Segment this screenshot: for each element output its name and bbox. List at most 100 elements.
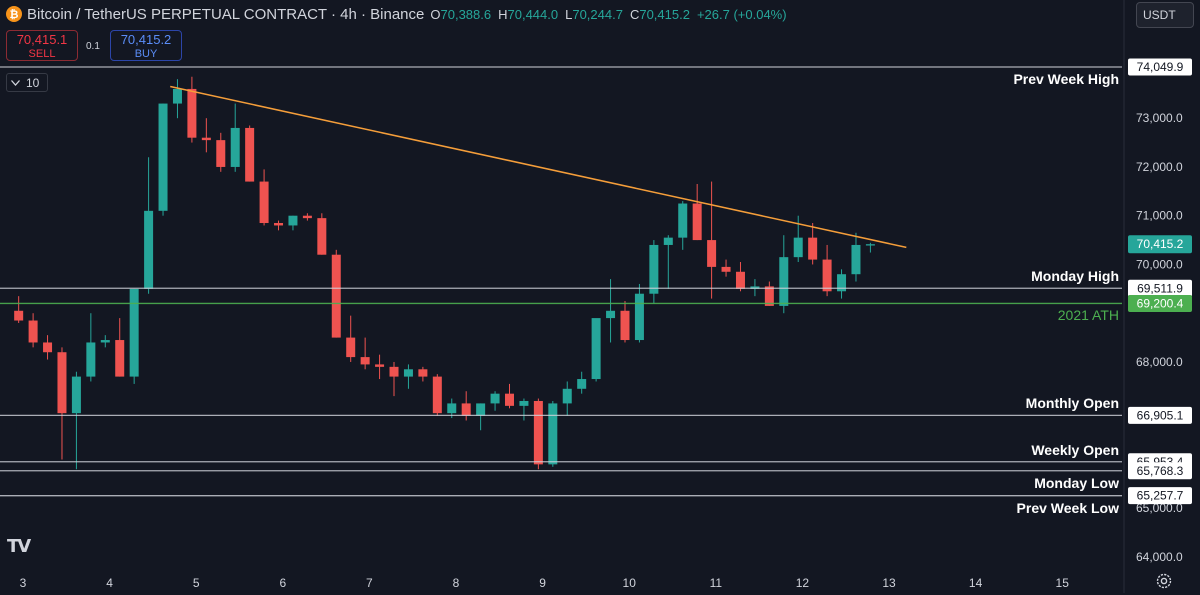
- candle-body: [230, 127, 240, 167]
- candle-body: [461, 403, 471, 416]
- level-price-tag: [1128, 406, 1192, 424]
- currency-value: USDT: [1143, 8, 1176, 22]
- y-tick-label: 71,000.0: [1136, 209, 1183, 223]
- level-label: Prev Week High: [1013, 71, 1119, 87]
- candle-body: [360, 357, 370, 365]
- x-tick-label: 14: [969, 576, 983, 590]
- x-tick-label: 3: [20, 576, 27, 590]
- candle-body: [649, 244, 659, 294]
- candle-body: [43, 342, 53, 353]
- x-tick-label: 6: [279, 576, 286, 590]
- x-tick-label: 13: [882, 576, 896, 590]
- candle-body: [346, 337, 356, 358]
- x-tick-label: 15: [1056, 576, 1070, 590]
- level-price-tag: [1128, 58, 1192, 76]
- candle-body: [57, 352, 67, 414]
- candle-body: [28, 320, 38, 343]
- candle-body: [678, 203, 688, 238]
- candle-body: [519, 400, 529, 406]
- y-tick-label: 65,000.0: [1136, 501, 1183, 515]
- spread-value: 0.1: [86, 41, 100, 52]
- candle-body: [331, 254, 341, 338]
- candle-body: [201, 137, 211, 141]
- level-price-text: 65,257.7: [1137, 489, 1184, 503]
- candle-body: [172, 88, 182, 104]
- close-key: C: [629, 6, 640, 22]
- level-label: Monday High: [1031, 268, 1119, 285]
- last-price-tag: [1128, 235, 1192, 254]
- x-tick-label: 12: [796, 576, 810, 590]
- level-label: Monthly Open: [1025, 395, 1119, 412]
- chevron-down-icon: [11, 79, 20, 86]
- candle-body: [808, 237, 818, 260]
- x-tick-label: 11: [710, 576, 723, 590]
- candle-body: [86, 342, 96, 377]
- bitcoin-icon: ₿: [6, 6, 22, 22]
- candle-body: [14, 310, 24, 321]
- candle-body: [144, 210, 154, 289]
- candle-body: [764, 286, 774, 306]
- change-value: +26.7 (+0.04%): [696, 6, 787, 22]
- tradingview-logo[interactable]: TV: [7, 536, 31, 557]
- candle-body: [735, 271, 745, 289]
- candle-body: [389, 366, 399, 377]
- candle-body: [71, 376, 81, 414]
- level-price-text: 66,905.1: [1137, 408, 1184, 422]
- candle-body: [403, 369, 413, 377]
- candle-body: [447, 403, 457, 414]
- buy-button[interactable]: 70,415.2 BUY: [110, 30, 182, 61]
- level-price-text: 65,768.3: [1137, 464, 1184, 478]
- x-tick-label: 10: [623, 576, 637, 590]
- buy-label: BUY: [134, 48, 158, 60]
- candle-body: [216, 140, 226, 167]
- high-key: H: [498, 6, 508, 22]
- y-tick-label: 64,000.0: [1136, 550, 1183, 564]
- x-tick-label: 7: [366, 576, 373, 590]
- candle-body: [692, 203, 702, 241]
- level-price-text: 74,049.9: [1137, 60, 1184, 74]
- x-tick-label: 5: [193, 576, 200, 590]
- gear-icon[interactable]: [1155, 572, 1173, 590]
- x-tick-label: 8: [453, 576, 460, 590]
- candle-body: [490, 393, 500, 404]
- candle-body: [274, 223, 284, 226]
- candle-body: [865, 244, 875, 246]
- level-price-tag: [1128, 487, 1192, 505]
- level-price-tag: [1128, 462, 1192, 480]
- candle-body: [548, 403, 558, 465]
- open-key: O: [430, 6, 441, 22]
- candle-body: [317, 218, 327, 255]
- y-tick-label: 70,000.0: [1136, 257, 1183, 271]
- candle-body: [476, 403, 486, 416]
- candle-body: [634, 293, 644, 341]
- last-price-text: 70,415.2: [1137, 237, 1184, 251]
- candle-body: [505, 393, 515, 406]
- level-price-text: 69,511.9: [1137, 281, 1183, 295]
- level-label: Weekly Open: [1031, 441, 1119, 458]
- candle-body: [562, 388, 572, 404]
- symbol-title[interactable]: Bitcoin / TetherUS PERPETUAL CONTRACT · …: [27, 5, 425, 23]
- candle-body: [418, 369, 428, 377]
- ohlc-readout: O70,388.6 H70,444.0 L70,244.7 C70,415.2 …: [430, 7, 786, 22]
- currency-select[interactable]: USDT: [1136, 2, 1194, 28]
- buy-price: 70,415.2: [120, 32, 172, 47]
- candle-body: [100, 340, 110, 343]
- level-label: Prev Week Low: [1016, 499, 1119, 516]
- level-price-tag: [1128, 294, 1192, 312]
- candle-body: [158, 103, 168, 211]
- x-tick-label: 4: [106, 576, 113, 590]
- sell-button[interactable]: 70,415.1 SELL: [6, 30, 78, 61]
- y-tick-label: 68,000.0: [1136, 355, 1183, 369]
- sell-label: SELL: [28, 48, 56, 60]
- indicator-toggle[interactable]: 10: [6, 73, 48, 92]
- candle-body: [591, 318, 601, 380]
- candle-body: [115, 340, 125, 377]
- level-label: Monday Low: [1034, 474, 1119, 491]
- candle-body: [779, 257, 789, 306]
- level-label: 2021 ATH: [1057, 307, 1119, 324]
- candle-body: [851, 244, 861, 275]
- candle-body: [793, 237, 803, 258]
- candle-body: [721, 266, 731, 272]
- y-tick-label: 73,000.0: [1136, 111, 1183, 125]
